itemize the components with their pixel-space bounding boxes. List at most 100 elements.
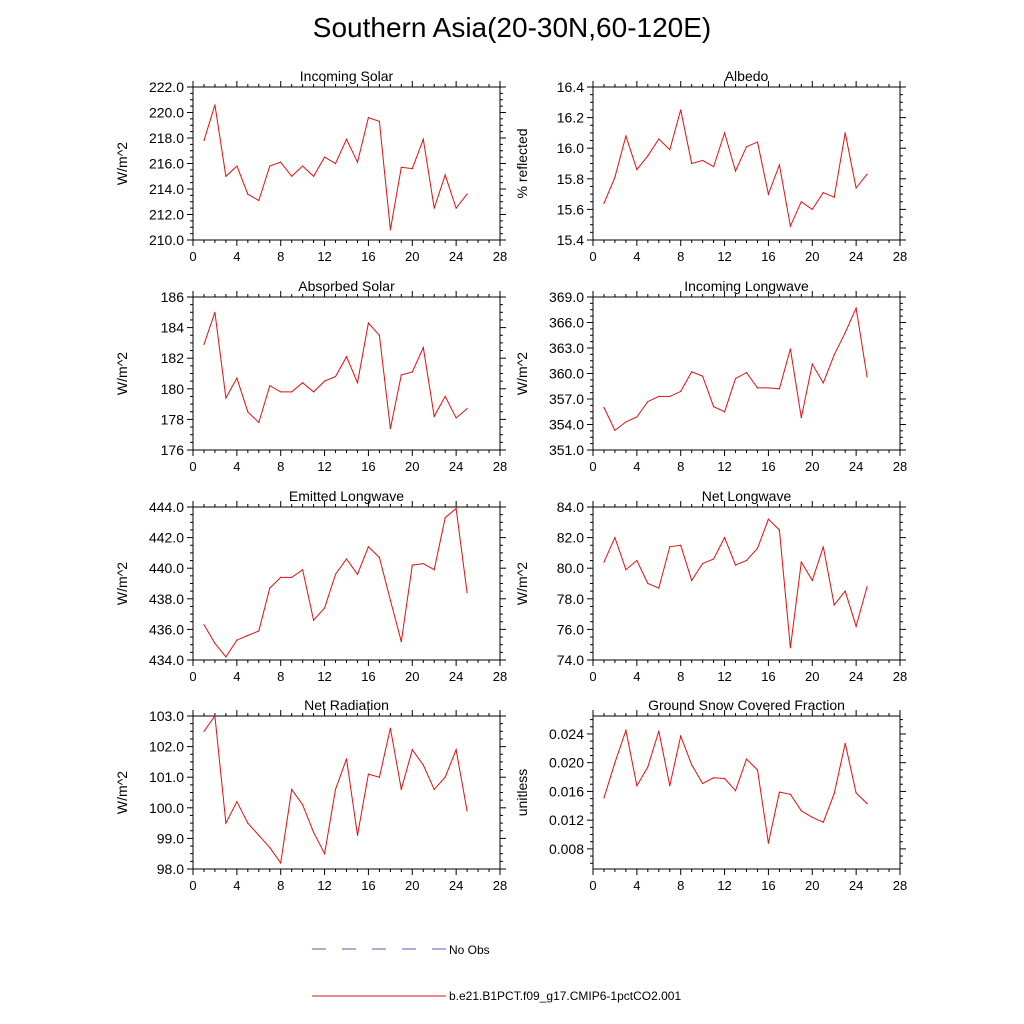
emitted-longwave-xtick-label: 24	[449, 669, 463, 684]
net-longwave-data-point	[669, 546, 671, 548]
emitted-longwave-ylabel: W/m^2	[114, 562, 130, 605]
albedo-ytick-label: 16.2	[557, 110, 584, 126]
panel-net-longwave: Net Longwave W/m^2 0 4 8 12 16 20 24 28 74.0 76.0 78…	[514, 488, 907, 684]
panel-incoming-longwave: Incoming Longwave W/m^2 0 4 8 12 16 20 24 28 351.0…	[514, 278, 907, 474]
net-longwave-data-point	[756, 547, 759, 549]
incoming-solar-ytick-label: 210.0	[149, 232, 184, 248]
absorbed-solar-ytick-label: 176	[161, 442, 185, 458]
emitted-longwave-data-point	[225, 656, 227, 658]
ground-snow-covered-fraction-data-point	[822, 821, 824, 823]
net-radiation-data-point	[323, 853, 326, 855]
albedo-xtick-label: 0	[589, 249, 596, 264]
incoming-solar-series-line	[203, 104, 468, 230]
incoming-longwave-ytick-label: 363.0	[549, 340, 584, 356]
albedo-series-line	[603, 109, 868, 228]
albedo-data-point	[756, 141, 759, 143]
net-longwave-ytick-label: 76.0	[557, 621, 584, 637]
incoming-solar-data-point	[236, 165, 238, 167]
incoming-longwave-frame	[592, 296, 901, 451]
net-longwave-xtick-label: 28	[893, 669, 907, 684]
incoming-longwave-data-point	[625, 421, 627, 423]
albedo-data-point	[778, 164, 780, 166]
albedo-data-point	[669, 149, 671, 151]
ground-snow-covered-fraction-data-point	[658, 730, 660, 732]
net-radiation-data-point	[433, 788, 435, 791]
absorbed-solar-data-point	[466, 408, 468, 410]
absorbed-solar-frame	[192, 296, 501, 451]
absorbed-solar-ytick-label: 182	[161, 350, 185, 366]
albedo-data-point	[800, 201, 802, 203]
incoming-longwave-data-point	[822, 382, 824, 384]
incoming-solar-ytick-label: 214.0	[149, 181, 184, 197]
emitted-longwave-xtick-label: 20	[405, 669, 419, 684]
albedo-data-point	[680, 109, 682, 111]
albedo-data-point	[734, 170, 737, 172]
absorbed-solar-data-point	[280, 391, 282, 393]
net-longwave-data-point	[800, 561, 802, 563]
albedo-ylabel: % reflected	[514, 128, 530, 198]
absorbed-solar-ytick-label: 180	[161, 381, 185, 397]
panel-albedo: Albedo % reflected 0 4 8 12 16 20 24 28 15.4 15.6 15…	[514, 68, 907, 264]
absorbed-solar-ylabel: W/m^2	[114, 352, 130, 395]
net-longwave-data-point	[625, 569, 627, 571]
incoming-solar-xtick-label: 8	[277, 249, 284, 264]
incoming-longwave-data-point	[811, 363, 813, 365]
ground-snow-covered-fraction-ytick-label: 0.024	[549, 726, 584, 742]
incoming-solar-data-point	[334, 162, 337, 165]
emitted-longwave-data-point	[345, 558, 348, 560]
albedo-data-point	[723, 132, 726, 134]
absorbed-solar-xtick-label: 20	[405, 459, 419, 474]
incoming-solar-data-point	[400, 166, 402, 168]
albedo-data-point	[822, 191, 824, 194]
net-radiation-data-point	[280, 862, 282, 864]
incoming-solar-data-point	[411, 168, 413, 170]
albedo-title: Albedo	[725, 68, 769, 84]
absorbed-solar-data-point	[334, 375, 337, 378]
net-longwave-ytick-label: 84.0	[557, 499, 584, 515]
ground-snow-covered-fraction-data-point	[789, 793, 791, 795]
ground-snow-covered-fraction-data-point	[691, 764, 693, 766]
incoming-longwave-data-point	[647, 400, 649, 403]
net-radiation-data-point	[214, 715, 216, 717]
absorbed-solar-data-point	[378, 334, 380, 336]
incoming-longwave-data-point	[833, 354, 835, 356]
absorbed-solar-title: Absorbed Solar	[298, 278, 395, 294]
figure-title: Southern Asia(20-30N,60-120E)	[312, 12, 712, 43]
incoming-longwave-xtick-label: 12	[717, 459, 731, 474]
incoming-longwave-data-point	[789, 348, 791, 350]
emitted-longwave-data-point	[258, 630, 260, 632]
albedo-data-point	[844, 132, 846, 134]
incoming-longwave-data-point	[778, 388, 780, 390]
incoming-longwave-ytick-label: 369.0	[549, 289, 584, 305]
emitted-longwave-xtick-label: 12	[317, 669, 331, 684]
absorbed-solar-data-point	[389, 427, 391, 430]
emitted-longwave-series-line	[203, 507, 468, 658]
ground-snow-covered-fraction-data-point	[855, 792, 857, 794]
incoming-longwave-ytick-label: 354.0	[549, 417, 584, 433]
incoming-longwave-xtick-label: 16	[761, 459, 775, 474]
emitted-longwave-data-point	[302, 569, 304, 571]
incoming-solar-data-point	[247, 193, 249, 195]
ground-snow-covered-fraction-data-point	[866, 803, 868, 805]
absorbed-solar-data-point	[214, 311, 216, 313]
emitted-longwave-data-point	[203, 624, 205, 626]
ground-snow-covered-fraction-xtick-label: 28	[893, 878, 907, 893]
incoming-solar-data-point	[466, 193, 468, 195]
net-longwave-series-line	[603, 518, 868, 648]
net-longwave-xtick-label: 12	[717, 669, 731, 684]
net-radiation-data-point	[225, 822, 227, 824]
net-longwave-data-point	[822, 546, 824, 548]
net-radiation-xtick-label: 28	[493, 878, 507, 893]
absorbed-solar-data-point	[313, 391, 315, 393]
legend-model-label: b.e21.B1PCT.f09_g17.CMIP6-1pctCO2.001	[449, 989, 681, 1003]
net-radiation-data-point	[378, 776, 380, 778]
net-longwave-data-point	[866, 585, 868, 588]
ground-snow-covered-fraction-ylabel: unitless	[514, 769, 530, 816]
incoming-solar-data-point	[378, 120, 380, 123]
legend-obs-label: No Obs	[449, 943, 490, 957]
absorbed-solar-data-point	[323, 380, 326, 382]
ground-snow-covered-fraction-data-point	[778, 791, 780, 793]
incoming-solar-ytick-label: 222.0	[149, 79, 184, 95]
incoming-longwave-xtick-label: 28	[893, 459, 907, 474]
absorbed-solar-data-point	[422, 346, 424, 349]
